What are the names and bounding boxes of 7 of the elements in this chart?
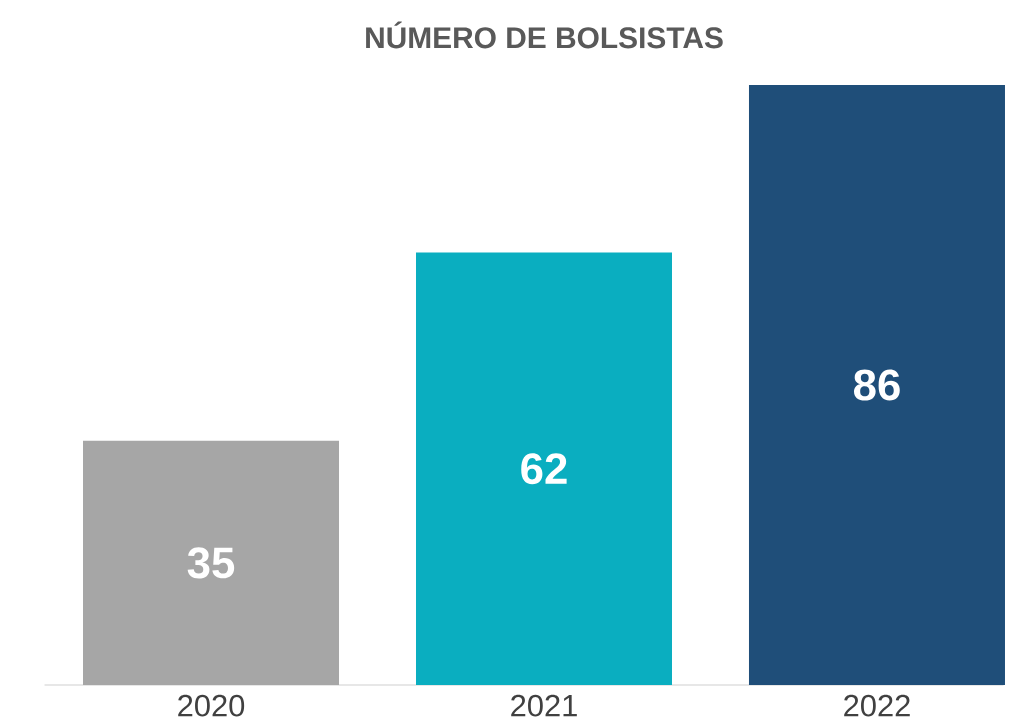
data-label: 86 <box>854 369 900 401</box>
x-tick-label: 2021 <box>511 694 577 717</box>
x-tick-label: 2022 <box>844 694 910 717</box>
chart-title: NÚMERO DE BOLSISTAS <box>366 21 723 49</box>
x-tick-label: 2020 <box>178 694 245 717</box>
data-label: 35 <box>187 547 235 579</box>
data-label: 62 <box>521 453 567 485</box>
